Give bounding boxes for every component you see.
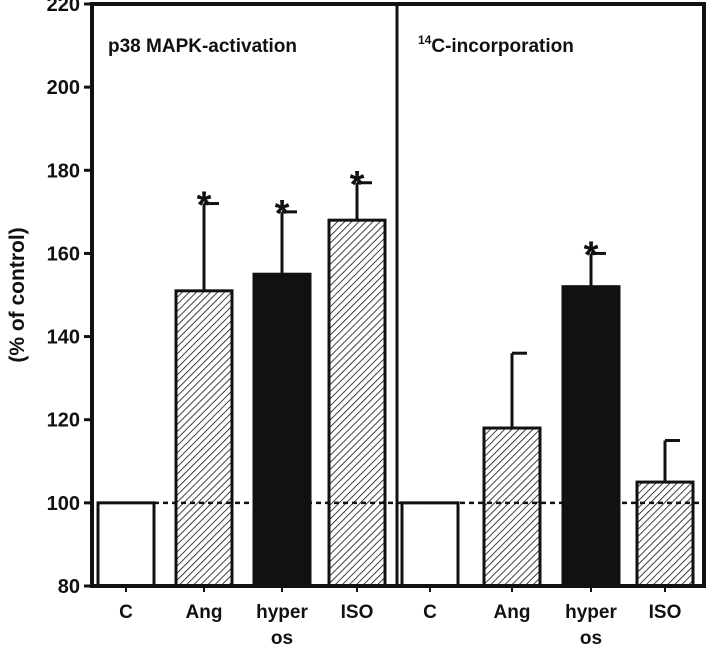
panel-title-p38: p38 MAPK-activation bbox=[108, 36, 297, 57]
significance-star: * bbox=[197, 185, 212, 227]
y-tick-label: 200 bbox=[47, 77, 80, 99]
category-label: Ang bbox=[186, 602, 223, 623]
bar-p38-c bbox=[96, 501, 156, 588]
category-label: os bbox=[580, 628, 602, 649]
category-label: C bbox=[119, 602, 133, 623]
bar-p38-ang bbox=[174, 289, 234, 588]
bar-c14-ang bbox=[482, 426, 542, 588]
panel-title-c14: 14C-incorporation bbox=[418, 33, 574, 57]
y-tick-label: 220 bbox=[47, 0, 80, 16]
category-label: hyper bbox=[565, 602, 617, 623]
y-tick-label: 140 bbox=[47, 327, 80, 349]
y-tick-label: 160 bbox=[47, 243, 80, 265]
bar-c14-iso bbox=[635, 480, 695, 588]
category-label: hyper bbox=[256, 602, 308, 623]
y-tick-label: 120 bbox=[47, 410, 80, 432]
category-label: C bbox=[423, 602, 437, 623]
panel-title-superscript: 14 bbox=[418, 33, 432, 47]
category-label: ISO bbox=[341, 602, 374, 623]
bar-p38-iso bbox=[327, 218, 387, 588]
significance-star: * bbox=[584, 234, 599, 276]
y-tick-label: 100 bbox=[47, 493, 80, 515]
category-label: os bbox=[271, 628, 293, 649]
category-label: ISO bbox=[649, 602, 682, 623]
panel-title-text: C-incorporation bbox=[431, 36, 574, 57]
significance-star: * bbox=[275, 193, 290, 235]
bar-c14-hyper-os bbox=[561, 285, 621, 588]
significance-star: * bbox=[350, 164, 365, 206]
y-tick-label: 180 bbox=[47, 160, 80, 182]
category-label: Ang bbox=[494, 602, 531, 623]
bar-c14-c bbox=[400, 501, 460, 588]
y-tick-label: 80 bbox=[58, 576, 80, 598]
bar-p38-hyper-os bbox=[252, 272, 312, 588]
y-axis-title: (% of control) bbox=[6, 227, 29, 362]
